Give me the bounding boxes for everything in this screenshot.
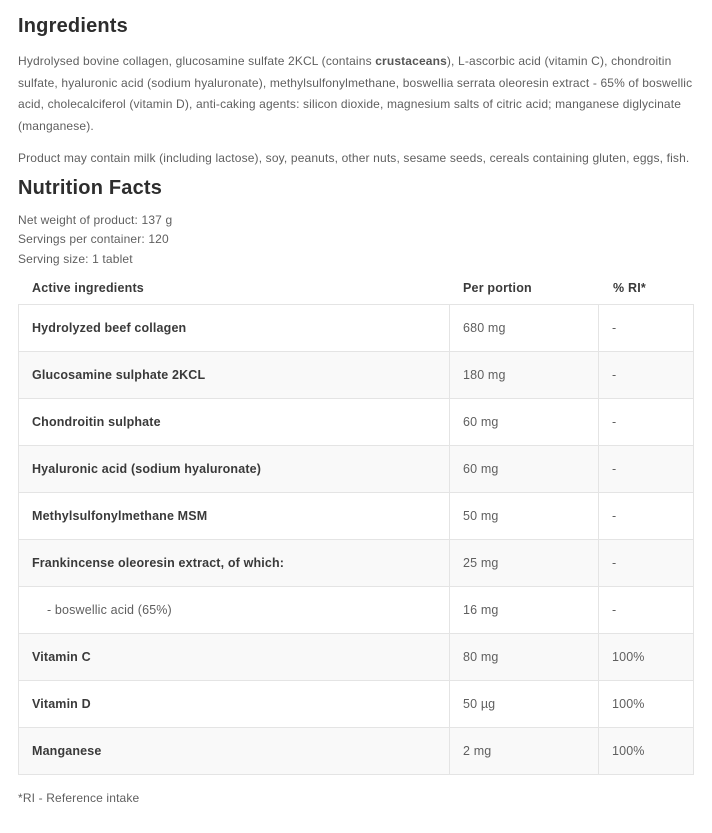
table-row: Vitamin C 80 mg 100% bbox=[18, 632, 694, 681]
per-portion-cell: 16 mg bbox=[449, 585, 599, 634]
ingredients-text-lead: Hydrolysed bovine collagen, glucosamine … bbox=[18, 54, 376, 68]
ri-percent-cell: - bbox=[598, 491, 694, 540]
header-per-portion: Per portion bbox=[463, 280, 532, 295]
ingredient-name-cell: Chondroitin sulphate bbox=[18, 397, 450, 446]
ingredients-text-rest: ), L-ascorbic acid (vitamin C), chondroi… bbox=[18, 54, 693, 133]
ri-percent-cell: - bbox=[598, 303, 694, 352]
table-row: Frankincense oleoresin extract, of which… bbox=[18, 538, 694, 587]
table-row: Hyaluronic acid (sodium hyaluronate) 60 m… bbox=[18, 444, 694, 493]
may-contain-text: Product may contain milk (including lact… bbox=[18, 151, 690, 165]
allergen-highlight: crustaceans bbox=[375, 54, 447, 68]
per-portion-cell: 80 mg bbox=[449, 632, 599, 681]
ingredient-name-cell: Hydrolyzed beef collagen bbox=[18, 303, 450, 352]
per-portion-cell: 50 µg bbox=[449, 679, 599, 728]
ri-percent-cell: 100% bbox=[598, 726, 694, 775]
header-active-ingredients: Active ingredients bbox=[32, 280, 144, 295]
table-row: Manganese 2 mg 100% bbox=[18, 726, 694, 775]
serving-info: Net weight of product: 137 g Servings pe… bbox=[18, 211, 695, 270]
per-portion-cell: 50 mg bbox=[449, 491, 599, 540]
ingredient-name-cell: Hyaluronic acid (sodium hyaluronate) bbox=[18, 444, 450, 493]
ingredient-name-cell: Frankincense oleoresin extract, of which… bbox=[18, 538, 450, 587]
ingredients-text: Hydrolysed bovine collagen, glucosamine … bbox=[18, 51, 696, 137]
ri-percent-cell: - bbox=[598, 585, 694, 634]
table-row: - boswellic acid (65%) 16 mg - bbox=[18, 585, 694, 634]
per-portion-cell: 60 mg bbox=[449, 444, 599, 493]
per-portion-cell: 680 mg bbox=[449, 303, 599, 352]
ingredient-name-cell: Vitamin C bbox=[18, 632, 450, 681]
table-row: Hydrolyzed beef collagen 680 mg - bbox=[18, 303, 694, 352]
ri-percent-cell: - bbox=[598, 397, 694, 446]
ri-percent-cell: - bbox=[598, 538, 694, 587]
ingredient-name-cell: - boswellic acid (65%) bbox=[18, 585, 450, 634]
per-portion-cell: 2 mg bbox=[449, 726, 599, 775]
servings-per-container-line: Servings per container: 120 bbox=[18, 232, 169, 247]
net-weight-line: Net weight of product: 137 g bbox=[18, 212, 173, 227]
ingredients-section-title: Ingredients bbox=[18, 15, 128, 37]
serving-size-line: Serving size: 1 tablet bbox=[18, 251, 133, 266]
per-portion-cell: 60 mg bbox=[449, 397, 599, 446]
table-row: Vitamin D 50 µg 100% bbox=[18, 679, 694, 728]
ingredient-name-cell: Vitamin D bbox=[18, 679, 450, 728]
nutrition-table-body: Hydrolyzed beef collagen 680 mg - Glucosami… bbox=[18, 303, 694, 775]
table-row: Chondroitin sulphate 60 mg - bbox=[18, 397, 694, 446]
supplement-facts-panel: Ingredients Hydrolysed bovine collagen, … bbox=[0, 13, 712, 805]
ingredient-name-cell: Glucosamine sulphate 2KCL bbox=[18, 350, 450, 399]
ri-reference-footnote: *RI - Reference intake bbox=[18, 790, 140, 805]
ri-percent-cell: - bbox=[598, 444, 694, 493]
nutrition-table-header: Active ingredients Per portion % RI* bbox=[18, 281, 695, 295]
nutrition-table: Hydrolyzed beef collagen 680 mg - Glucosami… bbox=[18, 303, 694, 775]
ingredient-name-cell: Manganese bbox=[18, 726, 450, 775]
ingredient-name-cell: Methylsulfonylmethane MSM bbox=[18, 491, 450, 540]
ri-percent-cell: 100% bbox=[598, 679, 694, 728]
table-row: Glucosamine sulphate 2KCL 180 mg - bbox=[18, 350, 694, 399]
ri-percent-cell: - bbox=[598, 350, 694, 399]
ri-percent-cell: 100% bbox=[598, 632, 694, 681]
header-ri-percent: % RI* bbox=[613, 280, 646, 295]
per-portion-cell: 25 mg bbox=[449, 538, 599, 587]
per-portion-cell: 180 mg bbox=[449, 350, 599, 399]
table-row: Methylsulfonylmethane MSM 50 mg - bbox=[18, 491, 694, 540]
nutrition-facts-title: Nutrition Facts bbox=[18, 176, 163, 199]
